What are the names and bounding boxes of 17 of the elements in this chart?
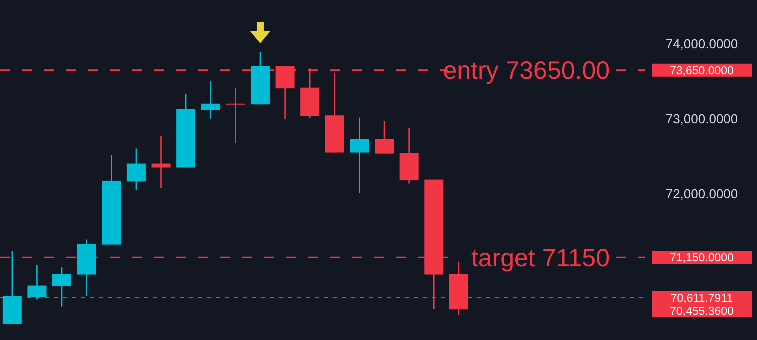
- candlestick: [28, 264, 47, 300]
- ref-line-label: entry 73650.00: [443, 57, 610, 86]
- candlestick: [350, 117, 370, 194]
- ref-line-label: target 71150: [471, 244, 610, 272]
- y-tick-label: 70,455.3600: [670, 306, 734, 318]
- candlestick: [201, 80, 220, 120]
- y-tick-label: 72,000.0000: [666, 186, 738, 202]
- y-tick-label: 70,611.7911: [670, 292, 734, 305]
- candlestick: [126, 148, 146, 191]
- candlestick: [52, 266, 72, 308]
- y-tick-label: 74,000.0000: [666, 36, 738, 52]
- candlestick: [375, 120, 394, 154]
- y-tick-label: 73,000.0000: [666, 112, 738, 127]
- candlestick: [226, 87, 246, 144]
- y-tick-label: 73,650.0000: [670, 65, 734, 78]
- y-tick-label: 71,150.0000: [670, 252, 734, 265]
- candlestick: [152, 135, 171, 189]
